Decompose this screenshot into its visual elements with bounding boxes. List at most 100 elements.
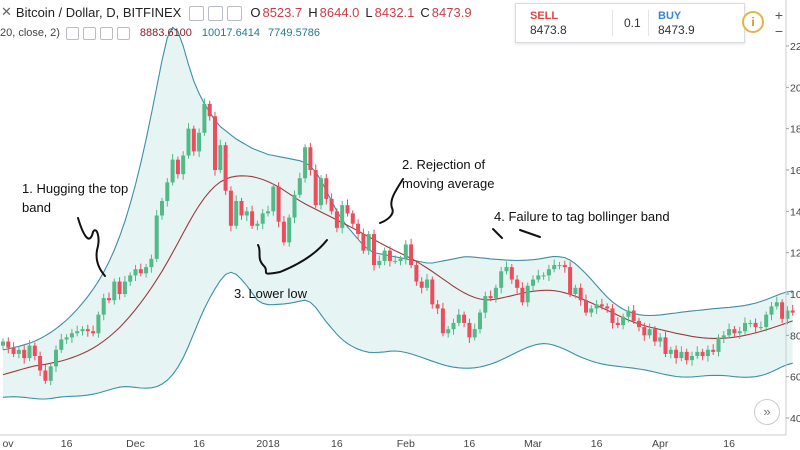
candle-body — [456, 314, 461, 323]
candle-body — [748, 322, 753, 324]
annotation-2: 2. Rejection of moving average — [402, 155, 495, 193]
candle — [716, 334, 721, 357]
candle-body — [345, 205, 350, 214]
candle-body — [361, 234, 366, 251]
candle — [515, 275, 520, 294]
candle-body — [340, 205, 345, 228]
buy-price[interactable]: 8473.9 — [658, 23, 695, 37]
open-value: 8523.7 — [262, 4, 303, 20]
candle-body — [409, 244, 414, 266]
settings-icon[interactable] — [208, 5, 224, 21]
close-series-icon[interactable]: ✕ — [1, 4, 12, 19]
candle-body — [451, 322, 456, 330]
candle — [504, 261, 509, 275]
candle-body — [700, 351, 705, 356]
indicator-lower-value: 7749.5786 — [268, 27, 321, 39]
x-tick-label: 16 — [591, 438, 603, 450]
candle — [679, 346, 684, 362]
candle-body — [483, 296, 488, 313]
candle — [478, 309, 482, 334]
candle-body — [446, 329, 451, 334]
candle-body — [43, 370, 48, 381]
candle-body — [303, 147, 308, 179]
candle — [663, 331, 668, 358]
candle-body — [80, 329, 85, 332]
candle-body — [122, 281, 127, 294]
candle — [22, 345, 27, 364]
candle — [557, 261, 562, 270]
candle-body — [727, 329, 732, 336]
candle — [631, 304, 636, 324]
candle — [414, 261, 419, 286]
candle — [107, 292, 111, 304]
remove-icon[interactable] — [227, 5, 243, 21]
x-tick-label: Mar — [524, 438, 543, 450]
y-tick-label: 14 — [790, 206, 800, 218]
candle — [594, 299, 599, 315]
visibility-toggle-icon[interactable] — [189, 5, 205, 21]
candle-body — [536, 275, 541, 280]
candle — [393, 255, 398, 265]
candle-body — [170, 159, 175, 183]
candle-body — [186, 128, 191, 156]
y-tick-label: 20 — [790, 82, 800, 94]
scroll-to-realtime-icon[interactable]: » — [754, 399, 780, 425]
info-icon[interactable]: i — [742, 11, 764, 33]
candle-body — [181, 155, 186, 175]
indicator-remove-icon[interactable] — [99, 26, 113, 40]
quantity-field[interactable]: 0.1 — [624, 16, 641, 30]
candle — [568, 261, 573, 298]
candle — [308, 142, 313, 176]
annotation-4-stroke-a — [492, 228, 503, 239]
x-tick-label: 16 — [464, 438, 476, 450]
y-tick-label: 16 — [790, 165, 800, 177]
sell-button[interactable]: SELL — [530, 10, 559, 22]
candle — [748, 319, 753, 328]
candle-body — [525, 285, 530, 303]
candle — [372, 229, 376, 271]
zoom-out-icon[interactable]: − — [774, 23, 784, 39]
candle-body — [764, 314, 769, 328]
candle — [493, 284, 498, 303]
annotation-3: 3. Lower low — [234, 286, 307, 301]
candle — [250, 205, 255, 229]
candle-body — [1, 341, 5, 346]
candle-body — [705, 349, 710, 356]
candle-body — [356, 223, 361, 235]
candle-body — [785, 310, 790, 319]
indicator-more-icon[interactable] — [116, 26, 130, 40]
candle-body — [780, 302, 785, 319]
candle — [695, 346, 700, 360]
candle — [536, 269, 541, 283]
indicator-settings-icon[interactable] — [82, 26, 96, 40]
indicator-visibility-icon[interactable] — [65, 26, 79, 40]
candle-body — [250, 211, 255, 226]
candle-body — [191, 128, 196, 152]
candle — [117, 277, 122, 300]
x-tick-label: 2018 — [256, 438, 280, 450]
candle — [366, 230, 371, 255]
candle — [409, 238, 414, 269]
candle-body — [75, 331, 80, 334]
candle-body — [64, 337, 69, 340]
candle-body — [610, 308, 615, 323]
candle — [674, 345, 679, 364]
candle-body — [149, 258, 154, 268]
y-tick-label: 12 — [790, 248, 800, 260]
candle — [451, 318, 456, 335]
candle — [780, 299, 785, 324]
candle — [223, 142, 228, 196]
candle — [16, 346, 21, 359]
sell-price[interactable]: 8473.8 — [530, 23, 567, 37]
buy-button[interactable]: BUY — [658, 10, 682, 22]
candle-body — [393, 260, 398, 262]
annotation-4-stroke-b — [519, 229, 541, 238]
candle — [345, 199, 350, 217]
candle-body — [292, 194, 297, 218]
y-tick-label: 22 — [790, 41, 800, 53]
zoom-in-icon[interactable]: + — [774, 7, 784, 23]
low-label: L — [365, 4, 373, 20]
candle-body — [605, 306, 610, 309]
candle-body — [721, 335, 726, 338]
